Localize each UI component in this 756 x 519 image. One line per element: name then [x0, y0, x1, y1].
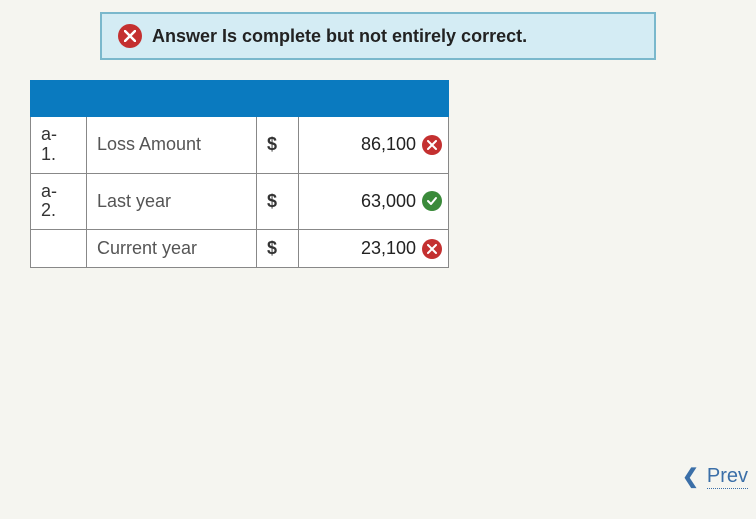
wrong-icon: [422, 135, 442, 155]
row-value-cell: 23,100: [299, 230, 449, 268]
row-label: Loss Amount: [87, 117, 257, 174]
check-icon: [422, 191, 442, 211]
banner-text: Answer Is complete but not entirely corr…: [152, 26, 527, 47]
row-label: Last year: [87, 173, 257, 230]
row-id: a- 2.: [31, 173, 87, 230]
row-value-cell: 86,100: [299, 117, 449, 174]
answer-table: a- 1. Loss Amount $ 86,100 a-: [30, 80, 449, 268]
row-currency: $: [257, 173, 299, 230]
row-currency: $: [257, 230, 299, 268]
table-row: a- 2. Last year $ 63,000: [31, 173, 449, 230]
answer-table-wrap: a- 1. Loss Amount $ 86,100 a-: [30, 80, 756, 268]
row-value: 23,100: [361, 238, 416, 259]
row-id: a- 1.: [31, 117, 87, 174]
table-row: a- 1. Loss Amount $ 86,100: [31, 117, 449, 174]
prev-label: Prev: [707, 465, 748, 489]
table-row: Current year $ 23,100: [31, 230, 449, 268]
row-id: [31, 230, 87, 268]
row-value: 86,100: [361, 134, 416, 155]
table-header-row: [31, 81, 449, 117]
status-banner: Answer Is complete but not entirely corr…: [100, 12, 656, 60]
row-value-cell: 63,000: [299, 173, 449, 230]
row-label: Current year: [87, 230, 257, 268]
row-currency: $: [257, 117, 299, 174]
prev-link[interactable]: ❮ Prev: [682, 464, 748, 489]
wrong-icon: [422, 239, 442, 259]
chevron-left-icon: ❮: [682, 464, 699, 489]
row-value: 63,000: [361, 191, 416, 212]
cross-icon: [118, 24, 142, 48]
